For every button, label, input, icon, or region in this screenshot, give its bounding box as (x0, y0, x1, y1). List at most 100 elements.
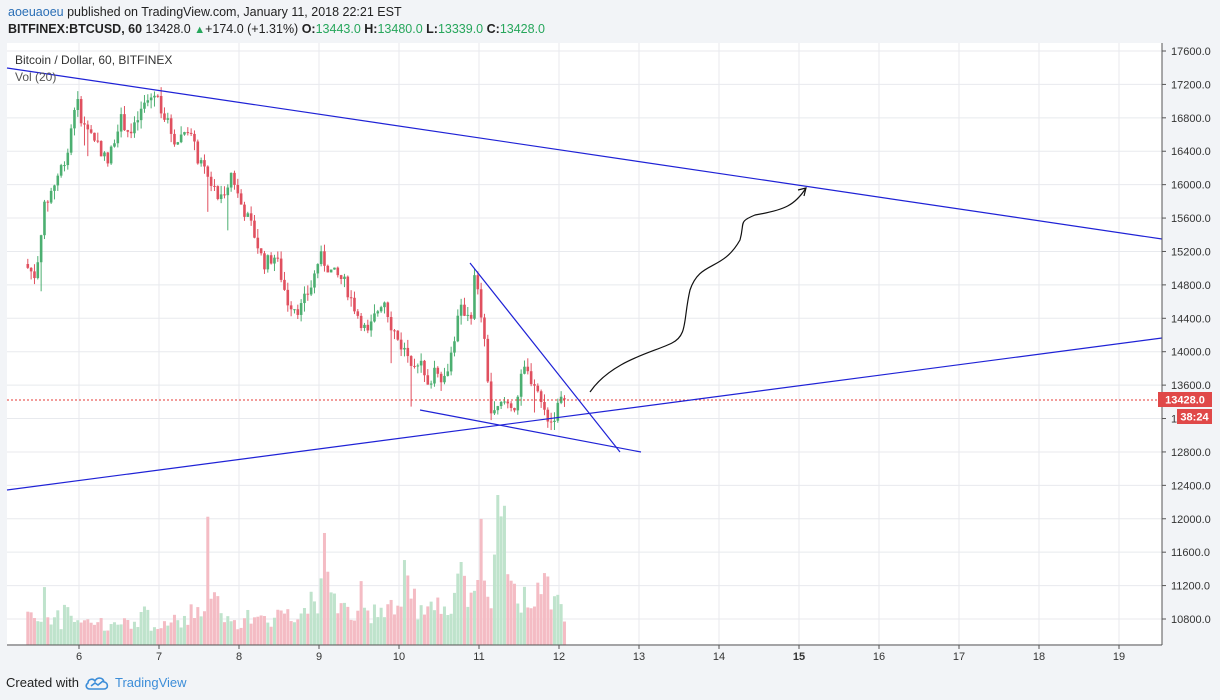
candle-body (479, 289, 483, 318)
candle-body (126, 130, 130, 132)
candle-body (169, 118, 173, 134)
volume-bar (126, 619, 130, 645)
candle-body (519, 373, 523, 397)
candle-body (419, 360, 423, 366)
close-value: 13428.0 (499, 22, 546, 36)
volume-bar (99, 618, 103, 645)
candle-body (309, 287, 313, 295)
candle-body (539, 391, 543, 403)
symbol-label: BITFINEX:BTCUSD, 60 (8, 22, 143, 36)
volume-bar (522, 586, 526, 645)
wedge-upper-line[interactable] (469, 262, 621, 453)
candle-body (533, 384, 536, 386)
candle-body (369, 321, 373, 331)
volume-bar (129, 628, 133, 645)
candle-body (476, 275, 480, 290)
volume-bar (149, 630, 153, 645)
candle-body (73, 110, 76, 129)
last-price-tag (1158, 392, 1212, 407)
last-price-tag-label: 13428.0 (1165, 395, 1205, 407)
volume-bar (282, 613, 286, 645)
wedge-lower-line[interactable] (419, 409, 642, 453)
lower-trendline[interactable] (6, 337, 1163, 491)
publisher-username[interactable]: aoeuaoeu (8, 5, 64, 19)
volume-bar (156, 628, 160, 645)
volume-bar (239, 627, 243, 645)
volume-bar (29, 612, 33, 645)
candle-body (313, 273, 316, 288)
tradingview-logo[interactable]: TradingView (85, 675, 187, 690)
volume-bar (516, 603, 520, 645)
candles (26, 87, 566, 431)
candle-body (119, 114, 123, 132)
candle-body (403, 347, 406, 350)
volume-bar (396, 605, 400, 645)
price-axis[interactable]: 10800.0 11200.0 11600.0 12000.0 12400.0 12800… (1162, 46, 1211, 626)
grid (7, 43, 1162, 645)
volume-bar (519, 612, 523, 645)
volume-bar (96, 622, 100, 645)
candle-body (269, 255, 273, 264)
candle-body (86, 124, 90, 130)
published-text: published on TradingView.com, January 11… (67, 5, 402, 19)
candle-body (483, 317, 486, 339)
candle-body (229, 172, 233, 188)
candle-body (553, 420, 556, 422)
price-tick-label: 16400.0 (1171, 146, 1211, 158)
candle-body (339, 275, 343, 280)
candle-body (159, 95, 163, 114)
volume-bar (426, 606, 430, 645)
upper-trendline[interactable] (6, 67, 1163, 240)
candle-body (346, 276, 350, 298)
volume-bar (512, 583, 516, 645)
candle-body (286, 289, 290, 306)
volume-bar (362, 607, 366, 645)
candle-body (493, 410, 496, 414)
volume-bar (542, 573, 546, 645)
candle-body (263, 253, 266, 270)
candle-body (436, 367, 440, 374)
candle-body (209, 176, 213, 186)
volume-bar (166, 625, 170, 645)
candle-body (423, 360, 426, 376)
volume-bar (329, 592, 333, 645)
volume-bar (479, 518, 483, 645)
candle-body (499, 401, 503, 407)
candle-body (496, 406, 500, 411)
volume-bar (192, 618, 196, 645)
volume-bar (249, 623, 253, 645)
arrow-head-icon (797, 187, 807, 197)
candle-body (326, 265, 330, 273)
candle-body (46, 201, 50, 203)
volume-bar (376, 617, 380, 645)
volume-indicator-label: Vol (20) (15, 70, 56, 84)
volume-bar (49, 624, 53, 645)
candle-body (259, 248, 263, 254)
volume-bar (539, 594, 543, 645)
candle-body (93, 132, 96, 141)
tradingview-brand-text[interactable]: TradingView (114, 675, 187, 690)
price-tick-label: 11600.0 (1171, 547, 1210, 559)
price-tick-label: 15600.0 (1171, 213, 1211, 225)
volume-bar (179, 627, 183, 645)
volume-bar (119, 624, 123, 645)
price-tick-label: 12800.0 (1171, 447, 1211, 459)
volume-bar (412, 588, 416, 645)
volume-bar (356, 610, 360, 645)
time-axis[interactable]: 6 7 8 9 10 11 12 13 14 15 16 17 18 19 (76, 645, 1125, 663)
volume-bar (206, 516, 210, 645)
projection-curve[interactable] (589, 187, 807, 393)
volume-bar (69, 615, 73, 645)
candle-body (63, 165, 66, 167)
candle-body (506, 401, 510, 404)
volume-bar (229, 621, 233, 645)
candle-body (113, 143, 116, 147)
candle-body (283, 279, 286, 290)
time-tick-label: 10 (393, 651, 405, 663)
candle-body (356, 311, 360, 316)
candle-body (396, 330, 400, 340)
volume-bar (52, 617, 56, 645)
volume-bar (262, 616, 266, 645)
volume-bar (369, 623, 373, 645)
